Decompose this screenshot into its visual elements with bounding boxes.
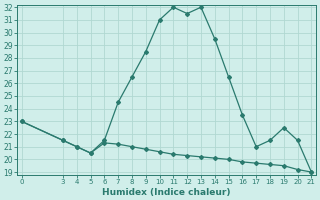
X-axis label: Humidex (Indice chaleur): Humidex (Indice chaleur): [102, 188, 231, 197]
